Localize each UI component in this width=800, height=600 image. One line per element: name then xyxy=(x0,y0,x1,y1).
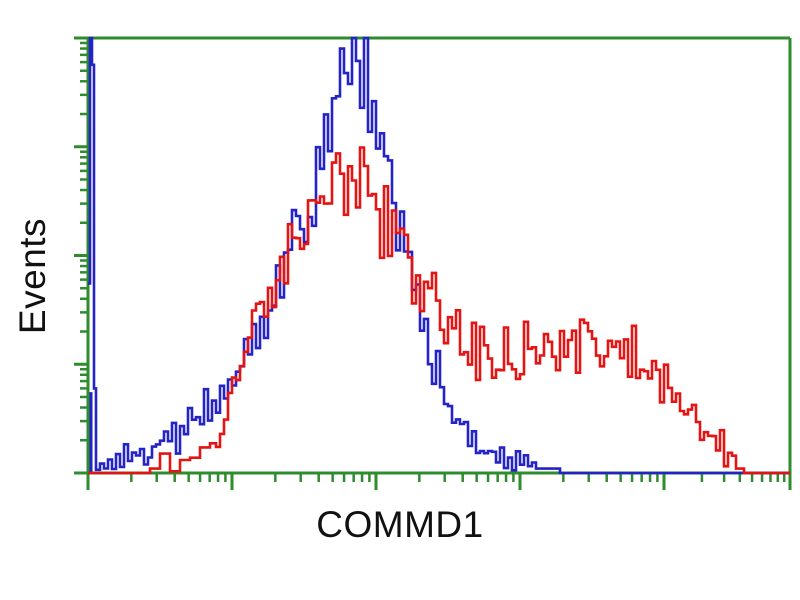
x-axis-title: COMMD1 xyxy=(316,504,484,545)
x-axis-ticks xyxy=(74,36,792,490)
y-axis-ticks xyxy=(74,36,88,475)
series-red-histogram xyxy=(88,146,790,475)
series-blue-histogram xyxy=(88,36,790,475)
y-axis-title: Events xyxy=(12,217,53,335)
